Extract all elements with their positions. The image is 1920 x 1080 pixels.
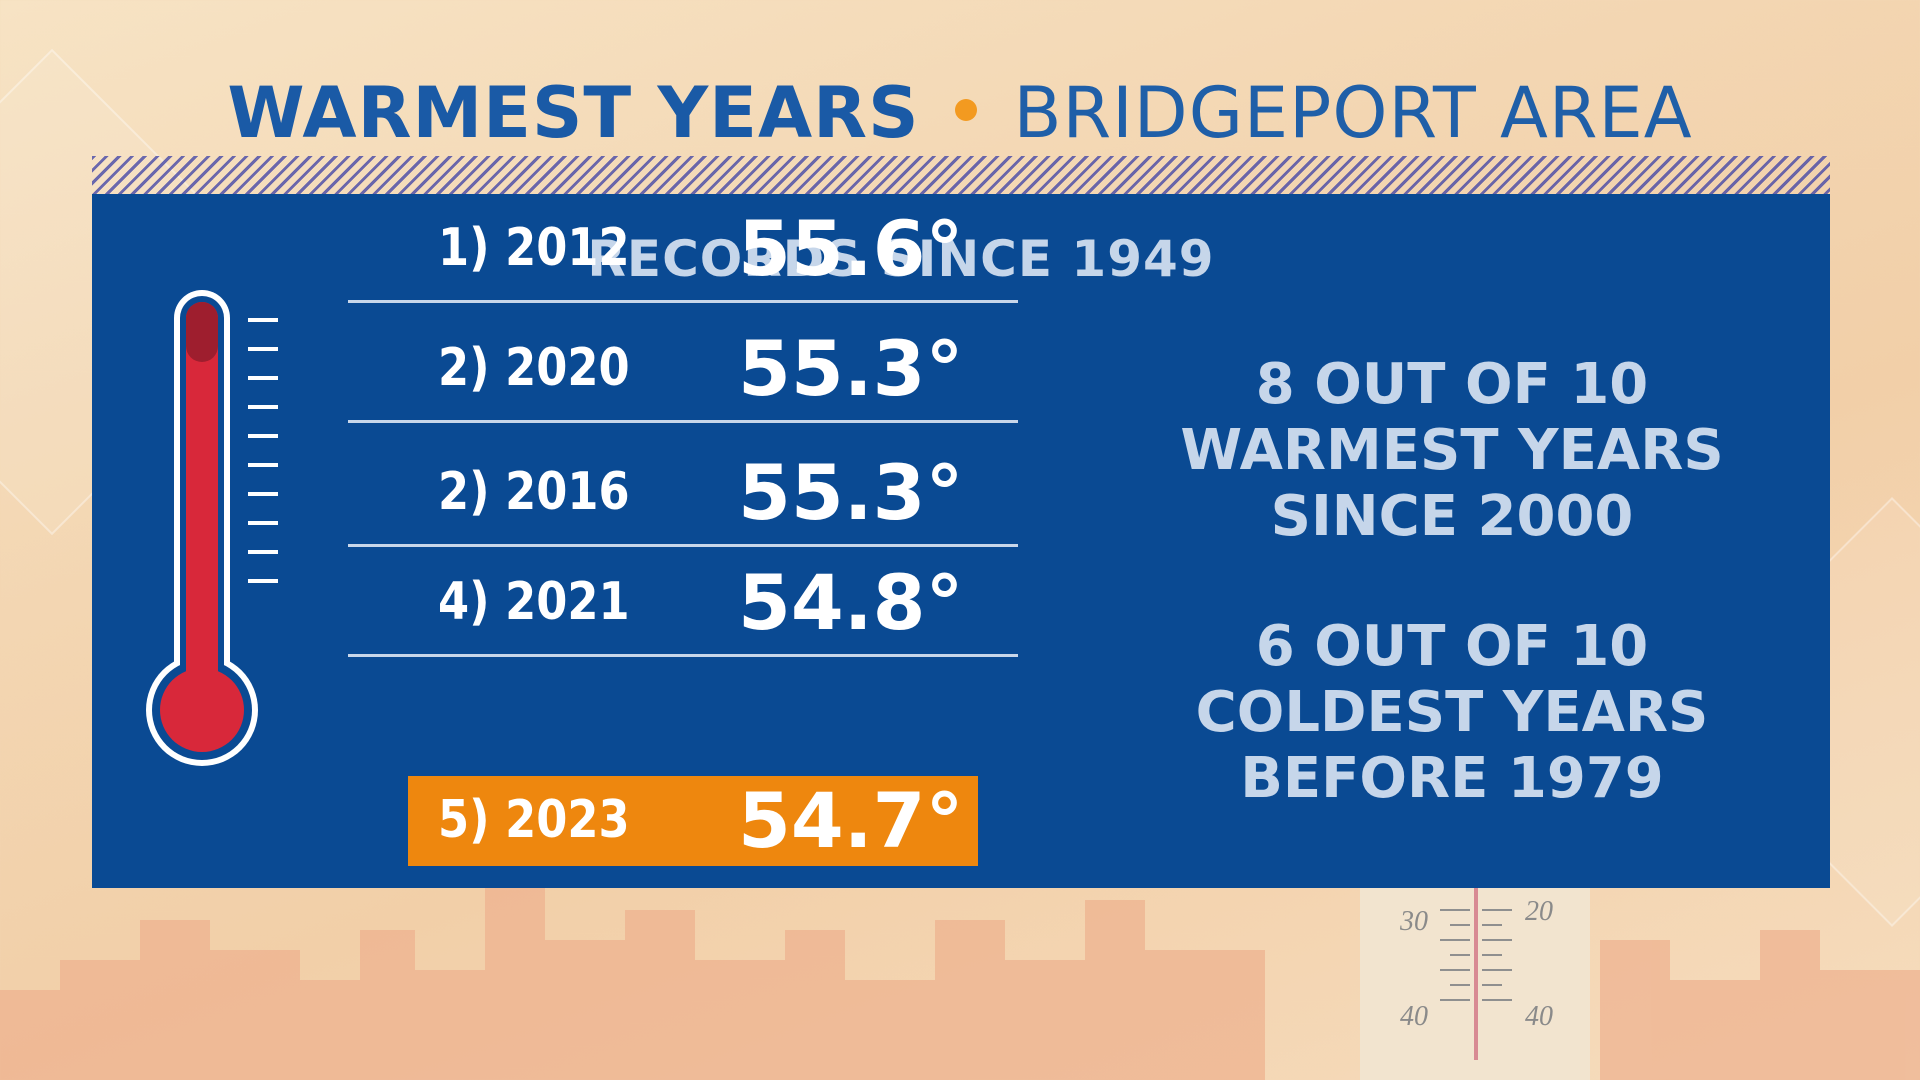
- ranking-row: 1) 2012 55.6°: [348, 196, 1018, 303]
- stat-cold-line-3: BEFORE 1979: [1240, 746, 1664, 811]
- stat-coldest: 6 OUT OF 10 COLDEST YEARS BEFORE 1979: [1172, 614, 1732, 812]
- ranking-row: 2) 2020 55.3°: [348, 316, 1018, 423]
- ranking-temp: 55.3°: [738, 448, 964, 537]
- background-thermometer: 30 20 40 40: [1360, 880, 1590, 1080]
- ranking-row: 2) 2016 55.3°: [348, 440, 1018, 547]
- title-separator-dot: [955, 98, 978, 121]
- bg-thermo-left-top: 30: [1399, 906, 1428, 937]
- hatch-divider: [92, 156, 1830, 194]
- thermometer-icon: [146, 290, 278, 766]
- records-panel: RECORDS SINCE 1949 1) 2012 55.6° 2) 2020…: [92, 194, 1830, 888]
- title-primary: WARMEST YEARS: [227, 72, 920, 154]
- ranking-temp: 55.6°: [738, 204, 964, 293]
- panel-subtitle: RECORDS SINCE 1949: [587, 230, 1215, 288]
- bg-thermo-left-bottom: 40: [1400, 1001, 1428, 1032]
- stat-warm-line-2: WARMEST YEARS: [1180, 418, 1724, 483]
- stat-warm-line-3: SINCE 2000: [1270, 484, 1634, 549]
- stat-cold-line-2: COLDEST YEARS: [1195, 680, 1709, 745]
- ranking-row-highlight: 5) 2023 54.7°: [408, 776, 978, 866]
- ranking-year: 5) 2023: [438, 790, 630, 850]
- stat-cold-line-1: 6 OUT OF 10: [1255, 614, 1649, 679]
- stat-warm-line-1: 8 OUT OF 10: [1255, 352, 1649, 417]
- stat-warmest: 8 OUT OF 10 WARMEST YEARS SINCE 2000: [1172, 352, 1732, 550]
- ranking-temp: 54.7°: [738, 776, 964, 865]
- page-title: WARMEST YEARS BRIDGEPORT AREA: [0, 72, 1920, 154]
- ranking-year: 4) 2021: [438, 572, 630, 632]
- ranking-year: 2) 2016: [438, 462, 630, 522]
- ranking-row: 4) 2021 54.8°: [348, 550, 1018, 657]
- city-skyline: [0, 880, 1920, 1080]
- title-location: BRIDGEPORT AREA: [1013, 72, 1693, 154]
- ranking-temp: 55.3°: [738, 324, 964, 413]
- ranking-temp: 54.8°: [738, 558, 964, 647]
- bg-thermo-right-top: 20: [1525, 896, 1553, 927]
- ranking-year: 2) 2020: [438, 338, 630, 398]
- bg-thermo-right-bottom: 40: [1525, 1001, 1553, 1032]
- ranking-year: 1) 2012: [438, 218, 630, 278]
